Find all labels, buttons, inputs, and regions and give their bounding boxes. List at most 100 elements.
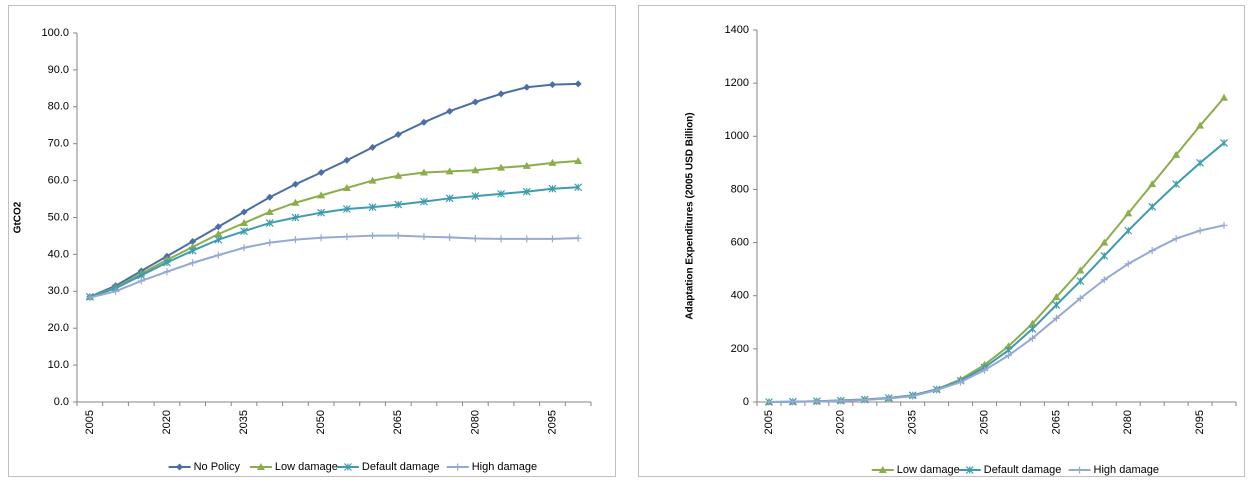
data-point bbox=[265, 219, 274, 227]
data-point bbox=[1196, 121, 1205, 129]
x-tick-label: 2050 bbox=[315, 410, 327, 434]
data-point bbox=[1076, 266, 1085, 274]
x-tick-label: 2080 bbox=[1122, 410, 1134, 434]
x-tick-label: 2065 bbox=[392, 410, 404, 434]
data-point bbox=[1100, 238, 1109, 246]
legend-label: Default damage bbox=[362, 461, 440, 473]
data-point bbox=[909, 392, 917, 400]
data-point bbox=[1004, 352, 1012, 359]
legend-label: Low damage bbox=[897, 464, 960, 476]
y-tick-label: 50.0 bbox=[48, 211, 69, 223]
data-point bbox=[1196, 158, 1204, 167]
data-point bbox=[1124, 226, 1133, 235]
data-point bbox=[445, 194, 454, 203]
data-point bbox=[1196, 227, 1204, 235]
data-point bbox=[317, 208, 326, 217]
data-point bbox=[188, 246, 197, 255]
y-tick-label: 10.0 bbox=[48, 359, 69, 371]
y-tick-label: 40.0 bbox=[48, 248, 69, 260]
data-point bbox=[420, 118, 428, 126]
data-point bbox=[548, 184, 557, 193]
data-point bbox=[1172, 150, 1181, 158]
x-tick-label: 2035 bbox=[238, 410, 250, 434]
x-tick-label: 2005 bbox=[763, 410, 775, 434]
data-point bbox=[1220, 93, 1229, 101]
data-point bbox=[523, 235, 531, 243]
data-point bbox=[163, 268, 171, 276]
data-point bbox=[1100, 251, 1109, 260]
data-point bbox=[574, 183, 583, 192]
data-point bbox=[419, 168, 428, 176]
legend-marker bbox=[878, 466, 887, 473]
y-axis-title: Adaptation Expenditures (2005 USD Billio… bbox=[685, 112, 696, 319]
data-point bbox=[445, 167, 454, 175]
y-tick-label: 0 bbox=[743, 396, 749, 408]
data-point bbox=[394, 171, 403, 179]
data-point bbox=[446, 107, 454, 115]
data-point bbox=[317, 234, 325, 242]
data-point bbox=[522, 187, 531, 196]
x-tick-label: 2005 bbox=[84, 410, 96, 434]
y-tick-label: 80.0 bbox=[48, 101, 69, 113]
data-point bbox=[981, 366, 989, 374]
data-point bbox=[317, 191, 326, 199]
data-point bbox=[240, 244, 248, 252]
data-point bbox=[163, 258, 171, 267]
x-tick-label: 2080 bbox=[469, 410, 481, 434]
data-point bbox=[112, 287, 120, 295]
legend-label: High damage bbox=[1094, 464, 1159, 476]
data-point bbox=[1028, 319, 1037, 327]
data-point bbox=[497, 163, 506, 171]
y-tick-label: 60.0 bbox=[48, 175, 69, 187]
x-tick-label: 2020 bbox=[161, 410, 173, 434]
y-tick-label: 1400 bbox=[725, 24, 749, 36]
data-point bbox=[548, 81, 556, 89]
data-point bbox=[933, 386, 941, 394]
legend-marker bbox=[343, 463, 352, 471]
data-point bbox=[342, 205, 351, 213]
data-point bbox=[471, 166, 480, 174]
data-point bbox=[1148, 180, 1157, 188]
y-tick-label: 400 bbox=[731, 290, 749, 302]
y-tick-label: 200 bbox=[731, 343, 749, 355]
y-tick-label: 600 bbox=[731, 236, 749, 248]
data-point bbox=[1220, 139, 1228, 147]
y-tick-label: 20.0 bbox=[48, 322, 69, 334]
x-tick-label: 2020 bbox=[835, 410, 847, 434]
data-point bbox=[471, 235, 479, 243]
data-point bbox=[189, 237, 197, 245]
y-tick-label: 70.0 bbox=[48, 138, 69, 150]
chart-frame bbox=[638, 5, 1245, 477]
data-point bbox=[885, 395, 893, 403]
legend-marker bbox=[176, 463, 184, 471]
data-point bbox=[1028, 334, 1036, 342]
legend-marker bbox=[1076, 466, 1084, 474]
data-point bbox=[240, 208, 248, 216]
data-point bbox=[265, 207, 274, 215]
data-point bbox=[837, 397, 845, 405]
data-point bbox=[522, 161, 531, 169]
data-point bbox=[214, 230, 223, 238]
data-point bbox=[1148, 247, 1156, 255]
data-point bbox=[420, 233, 428, 241]
data-point bbox=[266, 239, 274, 247]
data-point bbox=[342, 183, 351, 191]
data-point bbox=[574, 234, 582, 242]
data-point bbox=[394, 232, 402, 240]
data-point bbox=[1052, 314, 1060, 322]
x-tick-label: 2050 bbox=[978, 410, 990, 434]
data-point bbox=[497, 90, 505, 98]
data-point bbox=[137, 277, 145, 285]
data-point bbox=[291, 213, 300, 222]
series-line bbox=[768, 224, 1225, 403]
data-point bbox=[214, 251, 222, 259]
y-tick-label: 1200 bbox=[725, 77, 749, 89]
data-point bbox=[343, 156, 351, 164]
data-point bbox=[266, 193, 274, 201]
data-point bbox=[471, 98, 479, 106]
data-point bbox=[1172, 180, 1181, 189]
data-point bbox=[291, 198, 300, 206]
series-line bbox=[89, 186, 579, 298]
y-tick-label: 0.0 bbox=[54, 396, 69, 408]
